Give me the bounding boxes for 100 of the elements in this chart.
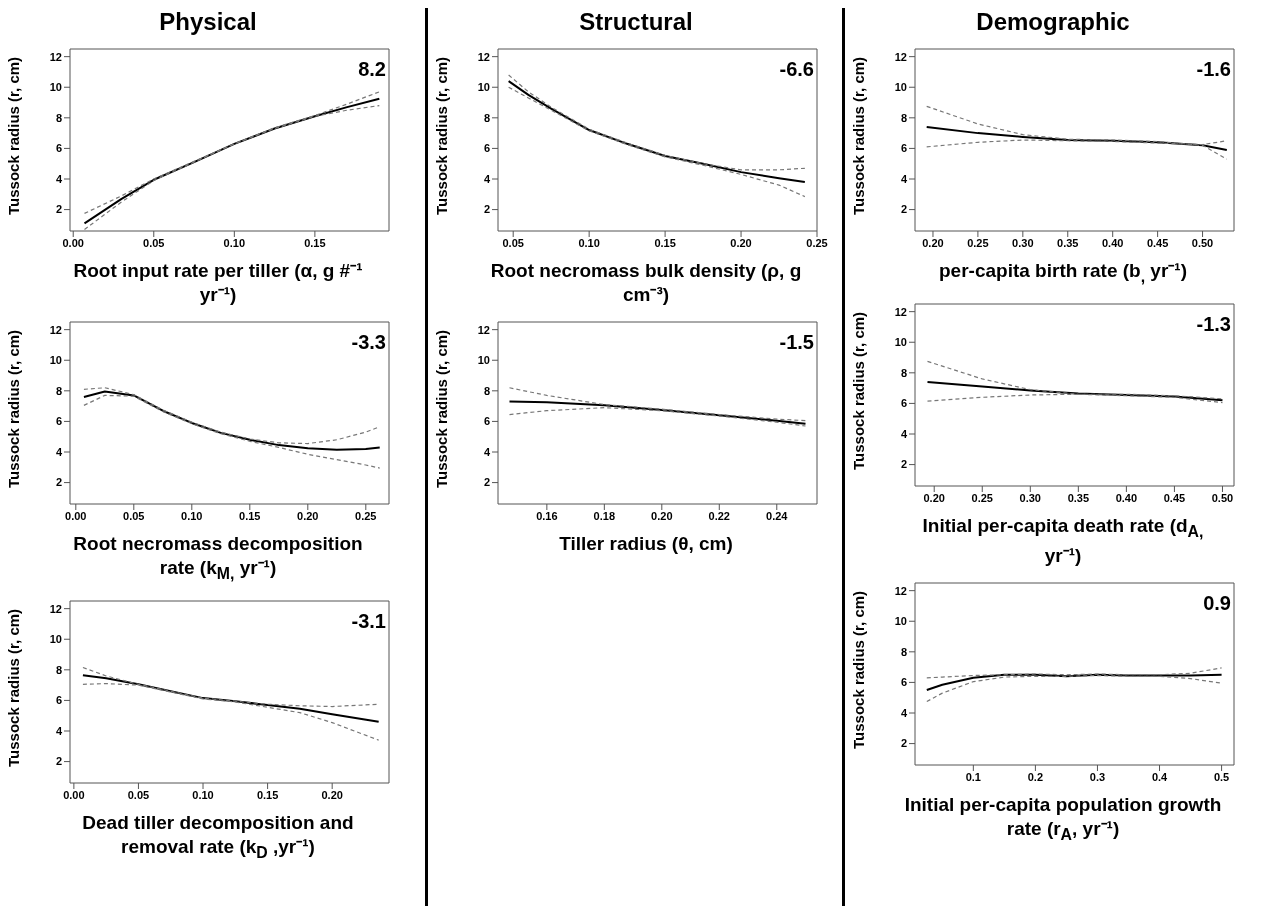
x-tick-label: 0.15	[304, 236, 326, 249]
y-tick-label: 8	[483, 111, 490, 124]
annotation: 8.2	[358, 58, 386, 81]
y-tick-label: 6	[900, 397, 907, 410]
x-tick-label: 0.5	[1213, 770, 1230, 783]
y-tick-label: 10	[477, 354, 490, 367]
x-tick-label: 0.20	[922, 236, 944, 249]
y-tick-label: 6	[483, 415, 490, 428]
y-tick-label: 8	[900, 366, 907, 379]
x-tick-label: 0.25	[355, 509, 377, 522]
x-axis-title: Root necromass decomposition rate (k$_{M,}$ yr⁻¹)	[72, 532, 364, 584]
y-tick-label: 6	[900, 142, 907, 155]
x-tick-label: 0.45	[1146, 236, 1169, 249]
y-tick-label: 10	[477, 81, 490, 94]
y-tick-label: 12	[49, 602, 62, 615]
x-tick-label: 0.00	[65, 509, 87, 522]
y-tick-label: 6	[55, 142, 62, 155]
y-tick-label: 2	[483, 203, 490, 216]
x-tick-label: 0.05	[127, 788, 150, 801]
y-tick-label: 4	[483, 445, 491, 458]
x-tick-label: 0.20	[297, 509, 319, 522]
x-tick-label: 0.30	[1012, 236, 1034, 249]
y-tick-label: 10	[894, 614, 907, 627]
y-tick-label: 8	[483, 384, 490, 397]
x-tick-label: 0.40	[1101, 236, 1124, 249]
y-tick-label: 6	[55, 694, 62, 707]
x-tick-label: 0.30	[1019, 491, 1042, 504]
annotation: -1.5	[779, 331, 814, 354]
y-axis-title: Tussock radius (r, cm)	[5, 56, 23, 215]
chart-title: Physical	[158, 8, 258, 36]
y-tick-label: 8	[900, 645, 907, 658]
x-tick-label: 0.20	[651, 509, 673, 522]
x-axis-title: per-capita birth rate (b$_{,}$ yr⁻¹)	[938, 259, 1188, 287]
y-axis-title: Tussock radius (r, cm)	[850, 590, 868, 749]
x-tick-label: 0.4	[1151, 770, 1169, 783]
annotation: -6.6	[779, 58, 814, 81]
x-tick-label: 0.25	[806, 236, 828, 249]
x-tick-label: 0.05	[123, 509, 145, 522]
y-axis-title: Tussock radius (r, cm)	[433, 329, 451, 488]
annotation: -1.6	[1196, 58, 1231, 81]
x-tick-label: 0.40	[1115, 491, 1138, 504]
chart-title: Structural	[578, 8, 694, 36]
y-tick-label: 2	[55, 203, 62, 216]
x-tick-label: 0.10	[181, 509, 203, 522]
y-tick-label: 10	[894, 335, 907, 348]
x-tick-label: 0.15	[654, 236, 676, 249]
y-tick-label: 2	[900, 458, 907, 471]
x-tick-label: 0.35	[1067, 491, 1090, 504]
y-tick-label: 12	[894, 50, 907, 63]
y-axis-title: Tussock radius (r, cm)	[850, 311, 868, 470]
y-tick-label: 12	[894, 305, 907, 318]
x-tick-label: 0.16	[536, 509, 558, 522]
y-tick-label: 2	[55, 755, 62, 768]
x-tick-label: 0.1	[965, 770, 981, 783]
y-tick-label: 12	[477, 50, 490, 63]
y-tick-label: 10	[49, 632, 62, 645]
x-tick-label: 0.25	[967, 236, 989, 249]
y-tick-label: 2	[483, 476, 490, 489]
annotation: 0.9	[1203, 591, 1231, 615]
x-axis-title: Tiller radius (θ, cm)	[558, 532, 734, 556]
x-tick-label: 0.50	[1211, 491, 1234, 504]
x-tick-label: 0.22	[708, 509, 730, 522]
y-tick-label: 10	[49, 81, 62, 94]
x-tick-label: 0.2	[1027, 770, 1044, 783]
x-tick-label: 0.15	[239, 509, 261, 522]
y-tick-label: 4	[55, 445, 63, 458]
y-tick-label: 10	[49, 354, 62, 367]
x-tick-label: 0.20	[730, 236, 752, 249]
x-tick-label: 0.18	[593, 509, 616, 522]
y-tick-label: 12	[894, 584, 907, 597]
text: Initial per-capita death rate (d$_{A,}$ yr⁻¹)	[922, 514, 1204, 566]
y-tick-label: 6	[483, 142, 490, 155]
y-tick-label: 8	[55, 111, 62, 124]
y-tick-label: 4	[900, 706, 908, 719]
y-tick-label: 2	[900, 737, 907, 750]
y-tick-label: 2	[900, 203, 907, 216]
y-tick-label: 8	[900, 111, 907, 124]
x-tick-label: 0.3	[1089, 770, 1106, 783]
y-axis-title: Tussock radius (r, cm)	[5, 329, 23, 488]
x-tick-label: 0.10	[578, 236, 600, 249]
y-tick-label: 4	[900, 427, 908, 440]
y-tick-label: 12	[49, 323, 62, 336]
x-tick-label: 0.45	[1163, 491, 1186, 504]
x-tick-label: 0.20	[923, 491, 945, 504]
y-tick-label: 4	[55, 172, 63, 185]
x-tick-label: 0.25	[971, 491, 993, 504]
y-tick-label: 4	[55, 724, 63, 737]
x-axis-title: Root input rate per tiller (α, g #⁻¹ yr⁻¹)	[72, 259, 364, 307]
y-tick-label: 12	[49, 50, 62, 63]
annotation: -3.1	[351, 609, 386, 633]
y-axis-title: Tussock radius (r, cm)	[433, 56, 451, 215]
annotation: -1.3	[1196, 312, 1231, 336]
x-tick-label: 0.24	[766, 509, 789, 522]
y-tick-label: 4	[483, 172, 491, 185]
y-axis-title: Tussock radius (r, cm)	[5, 608, 23, 767]
y-tick-label: 6	[900, 675, 907, 688]
x-tick-label: 0.35	[1057, 236, 1079, 249]
y-tick-label: 4	[900, 172, 908, 185]
y-tick-label: 2	[55, 476, 62, 489]
x-tick-label: 0.05	[502, 236, 524, 249]
